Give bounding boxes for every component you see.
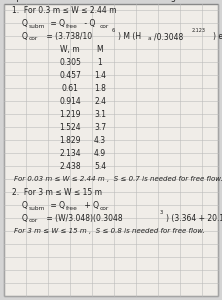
- Text: 0.914: 0.914: [59, 97, 81, 106]
- Text: W, m: W, m: [60, 45, 80, 54]
- Text: = (W/3.048)(0.3048: = (W/3.048)(0.3048: [44, 214, 123, 223]
- Text: For 3 m ≤ W ≤ 15 m ,  S ≤ 0.8 is needed for free flow.: For 3 m ≤ W ≤ 15 m , S ≤ 0.8 is needed f…: [14, 229, 205, 235]
- Text: For 0.03 m ≤ W ≤ 2.44 m ,  S ≤ 0.7 is needed for free flow.: For 0.03 m ≤ W ≤ 2.44 m , S ≤ 0.7 is nee…: [14, 176, 222, 182]
- Text: ) (3.364 + 20.19 S: ) (3.364 + 20.19 S: [166, 214, 222, 223]
- Text: Equations for Flow Rate under Submerged Conditions (S.I. Units):: Equations for Flow Rate under Submerged …: [8, 0, 222, 2]
- Text: + Q: + Q: [82, 201, 99, 210]
- Text: = Q: = Q: [48, 201, 65, 210]
- Text: 2.134: 2.134: [59, 149, 81, 158]
- Text: M: M: [97, 45, 103, 54]
- Text: ) e: ) e: [213, 32, 222, 41]
- Text: subm: subm: [29, 23, 45, 28]
- Text: Q: Q: [22, 19, 28, 28]
- Text: free: free: [66, 23, 78, 28]
- Text: 2.  For 3 m ≤ W ≤ 15 m: 2. For 3 m ≤ W ≤ 15 m: [12, 188, 102, 197]
- Text: 0.305: 0.305: [59, 58, 81, 67]
- Text: 1.8: 1.8: [94, 84, 106, 93]
- Text: 1.219: 1.219: [59, 110, 81, 119]
- Text: - Q: - Q: [82, 19, 95, 28]
- Text: 1.  For 0.3 m ≤ W ≤ 2.44 m: 1. For 0.3 m ≤ W ≤ 2.44 m: [12, 6, 117, 15]
- Text: 6: 6: [112, 28, 115, 33]
- Text: 0.457: 0.457: [59, 71, 81, 80]
- Text: ) M (H: ) M (H: [118, 32, 141, 41]
- Text: 3: 3: [160, 210, 163, 215]
- Text: 3.1: 3.1: [94, 110, 106, 119]
- Text: 4.3: 4.3: [94, 136, 106, 145]
- Text: cor: cor: [29, 218, 38, 224]
- Text: cor: cor: [100, 206, 109, 211]
- Text: a: a: [148, 37, 152, 41]
- Text: 3.7: 3.7: [94, 123, 106, 132]
- Text: 4.9: 4.9: [94, 149, 106, 158]
- Text: Q: Q: [22, 214, 28, 223]
- Text: 1.829: 1.829: [59, 136, 81, 145]
- Text: /0.3048: /0.3048: [154, 32, 183, 41]
- Text: = Q: = Q: [48, 19, 65, 28]
- Text: free: free: [66, 206, 78, 211]
- Text: = (3.738/10: = (3.738/10: [44, 32, 92, 41]
- Text: subm: subm: [29, 206, 45, 211]
- Text: Q: Q: [22, 32, 28, 41]
- Text: Q: Q: [22, 201, 28, 210]
- Text: 2.4: 2.4: [94, 97, 106, 106]
- Text: 1: 1: [98, 58, 102, 67]
- Text: 2.438: 2.438: [59, 162, 81, 171]
- Text: cor: cor: [29, 37, 38, 41]
- Text: 1.524: 1.524: [59, 123, 81, 132]
- Text: cor: cor: [100, 23, 109, 28]
- Text: 2.123: 2.123: [192, 28, 206, 33]
- Text: 0.61: 0.61: [61, 84, 78, 93]
- Text: 5.4: 5.4: [94, 162, 106, 171]
- Text: 1.4: 1.4: [94, 71, 106, 80]
